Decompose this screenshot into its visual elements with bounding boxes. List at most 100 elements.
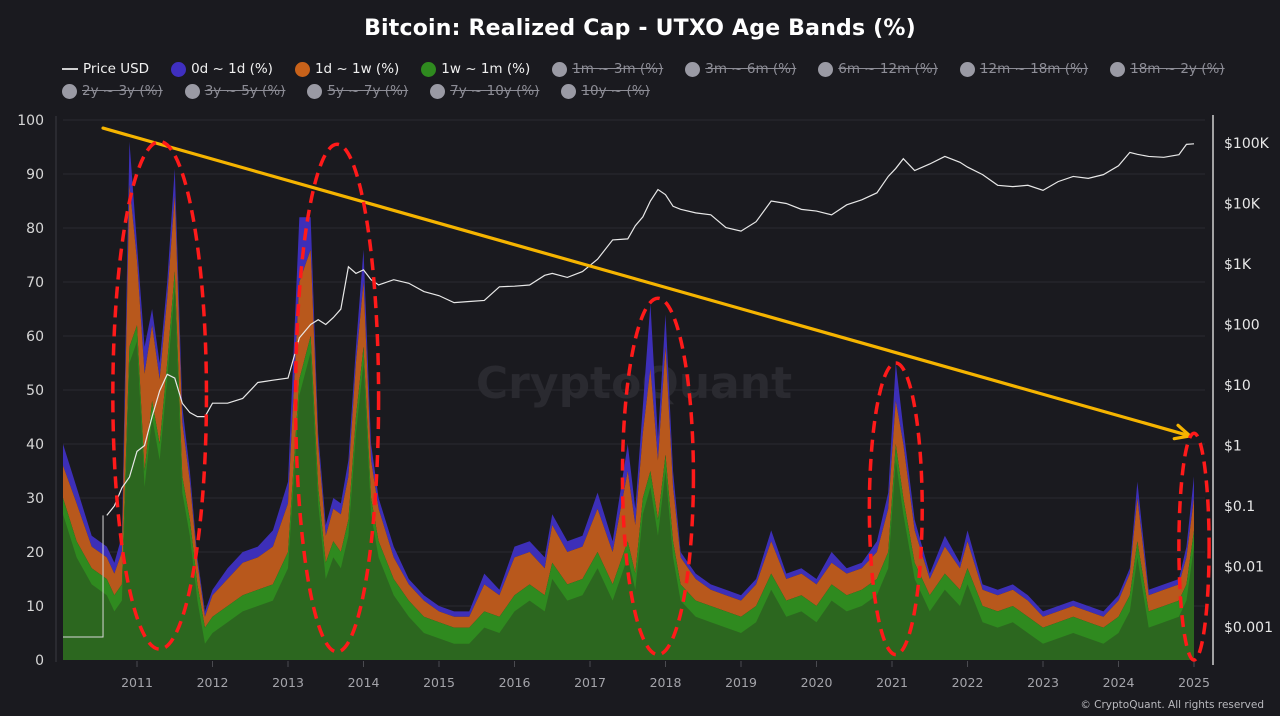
right-y-axis-price-log: $0.001 $0.01 $0.1 $1 $10 $100 $1K $10K $100K [1212, 115, 1273, 665]
legend-label: 5y ~ 7y (%) [327, 83, 409, 99]
legend-item-1d-1w[interactable]: 1d ~ 1w (%) [294, 58, 400, 80]
area-0d-1d[interactable] [63, 141, 1194, 617]
y-tick-label: 90 [26, 167, 44, 183]
legend-label: 12m ~ 18m (%) [979, 61, 1089, 77]
legend-label: 10y ~ (%) [581, 83, 650, 99]
legend-label: 1w ~ 1m (%) [441, 61, 531, 77]
legend-label: 3m ~ 6m (%) [705, 61, 797, 77]
x-tick-label: 2015 [423, 675, 455, 690]
circle-swatch-icon [307, 83, 323, 99]
circle-swatch-icon [685, 61, 701, 77]
legend-item-18m-2y[interactable]: 18m ~ 2y (%) [1110, 58, 1225, 80]
y-tick-label: 100 [17, 113, 44, 129]
x-tick-label: 2018 [650, 675, 682, 690]
y-tick-label: 20 [26, 545, 44, 561]
legend-item-10y[interactable]: 10y ~ (%) [561, 80, 650, 102]
circle-swatch-icon [552, 61, 568, 77]
legend-item-7y-10y[interactable]: 7y ~ 10y (%) [430, 80, 539, 102]
x-tick-label: 2021 [876, 675, 908, 690]
legend-label: 3y ~ 5y (%) [204, 83, 286, 99]
y-tick-label: 80 [26, 221, 44, 237]
stacked-area-series[interactable] [63, 141, 1194, 660]
legend-label: 2y ~ 3y (%) [82, 83, 163, 99]
circle-swatch-icon [561, 83, 577, 99]
legend-label: 1m ~ 3m (%) [572, 61, 664, 77]
legend-label: 6m ~ 12m (%) [838, 61, 938, 77]
legend-item-price-usd[interactable]: Price USD [62, 58, 149, 80]
legend-item-0d-1d[interactable]: 0d ~ 1d (%) [171, 58, 273, 80]
circle-swatch-icon [430, 83, 446, 99]
dashed-ellipse-2021-cycle [867, 361, 924, 657]
y-tick-label: 0 [35, 653, 44, 669]
legend-label: 18m ~ 2y (%) [1130, 61, 1225, 77]
chart-title: Bitcoin: Realized Cap - UTXO Age Bands (… [364, 16, 916, 41]
legend-item-12m-18m[interactable]: 12m ~ 18m (%) [959, 58, 1089, 80]
y-tick-label: 60 [26, 329, 44, 345]
x-tick-label: 2013 [272, 675, 304, 690]
legend-item-6m-12m[interactable]: 6m ~ 12m (%) [818, 58, 938, 80]
dashed-ellipse-2017-cycle [620, 296, 696, 657]
left-y-axis: 0 10 20 30 40 50 60 70 80 90 100 [17, 113, 57, 669]
circle-swatch-icon [294, 61, 310, 77]
y-tick-label: 40 [26, 437, 44, 453]
legend-label: 0d ~ 1d (%) [191, 61, 273, 77]
x-tick-label: 2014 [348, 675, 380, 690]
legend-item-1m-3m[interactable]: 1m ~ 3m (%) [552, 58, 663, 80]
y2-tick-label: $0.001 [1224, 620, 1273, 636]
circle-swatch-icon [184, 83, 200, 99]
circle-swatch-icon [421, 61, 437, 77]
line-swatch-icon [62, 68, 78, 70]
annotations [101, 126, 1211, 662]
dashed-ellipse-2013-cycle [293, 142, 381, 654]
y2-tick-label: $1 [1224, 439, 1242, 455]
legend-item-3y-5y[interactable]: 3y ~ 5y (%) [184, 80, 286, 102]
dashed-ellipse-2025-cycle [1177, 431, 1211, 662]
y2-tick-label: $100K [1224, 136, 1270, 152]
x-tick-label: 2011 [121, 675, 153, 690]
x-axis: 2011 2012 2013 2014 2015 2016 2017 2018 2019 2020… [121, 661, 1210, 690]
x-tick-label: 2019 [725, 675, 757, 690]
area-1d-1w[interactable] [63, 184, 1194, 628]
x-tick-label: 2020 [801, 675, 833, 690]
area-1w-1m-base [63, 287, 1194, 660]
y2-tick-label: $100 [1224, 318, 1260, 334]
legend-item-1w-1m[interactable]: 1w ~ 1m (%) [421, 58, 530, 80]
y-tick-label: 50 [26, 383, 44, 399]
y2-tick-label: $10 [1224, 378, 1251, 394]
legend-item-3m-6m[interactable]: 3m ~ 6m (%) [685, 58, 796, 80]
price-line-initial [63, 515, 104, 638]
y-tick-label: 10 [26, 599, 44, 615]
y2-tick-label: $0.01 [1224, 560, 1264, 576]
legend: Price USD 0d ~ 1d (%) 1d ~ 1w (%) 1w ~ 1m (… [62, 58, 1242, 102]
legend-item-2y-3y[interactable]: 2y ~ 3y (%) [62, 80, 163, 102]
x-tick-label: 2022 [952, 675, 984, 690]
price-line-series[interactable] [63, 143, 1195, 638]
x-tick-label: 2024 [1103, 675, 1135, 690]
circle-swatch-icon [171, 61, 187, 77]
circle-swatch-icon [62, 83, 77, 99]
legend-label: Price USD [83, 61, 150, 77]
circle-swatch-icon [959, 61, 975, 77]
x-tick-label: 2017 [574, 675, 606, 690]
y2-tick-label: $1K [1224, 257, 1252, 273]
legend-label: 1d ~ 1w (%) [314, 61, 400, 77]
x-tick-label: 2025 [1178, 675, 1210, 690]
watermark: CryptoQuant [476, 358, 792, 409]
trendline [101, 126, 1192, 438]
x-tick-label: 2023 [1027, 675, 1059, 690]
x-tick-label: 2016 [499, 675, 531, 690]
y2-tick-label: $10K [1224, 197, 1261, 213]
y-tick-label: 30 [26, 491, 44, 507]
circle-swatch-icon [1110, 61, 1126, 77]
copyright-notice: © CryptoQuant. All rights reserved [1080, 699, 1264, 711]
circle-swatch-icon [818, 61, 834, 77]
legend-label: 7y ~ 10y (%) [450, 83, 540, 99]
legend-item-5y-7y[interactable]: 5y ~ 7y (%) [307, 80, 408, 102]
y2-tick-label: $0.1 [1224, 499, 1255, 515]
dashed-ellipse-2011-cycle [111, 139, 209, 651]
price-line[interactable] [106, 143, 1195, 516]
legend-row-1: Price USD 0d ~ 1d (%) 1d ~ 1w (%) 1w ~ 1m (… [62, 58, 1242, 80]
x-tick-label: 2012 [197, 675, 229, 690]
y-tick-label: 70 [26, 275, 44, 291]
